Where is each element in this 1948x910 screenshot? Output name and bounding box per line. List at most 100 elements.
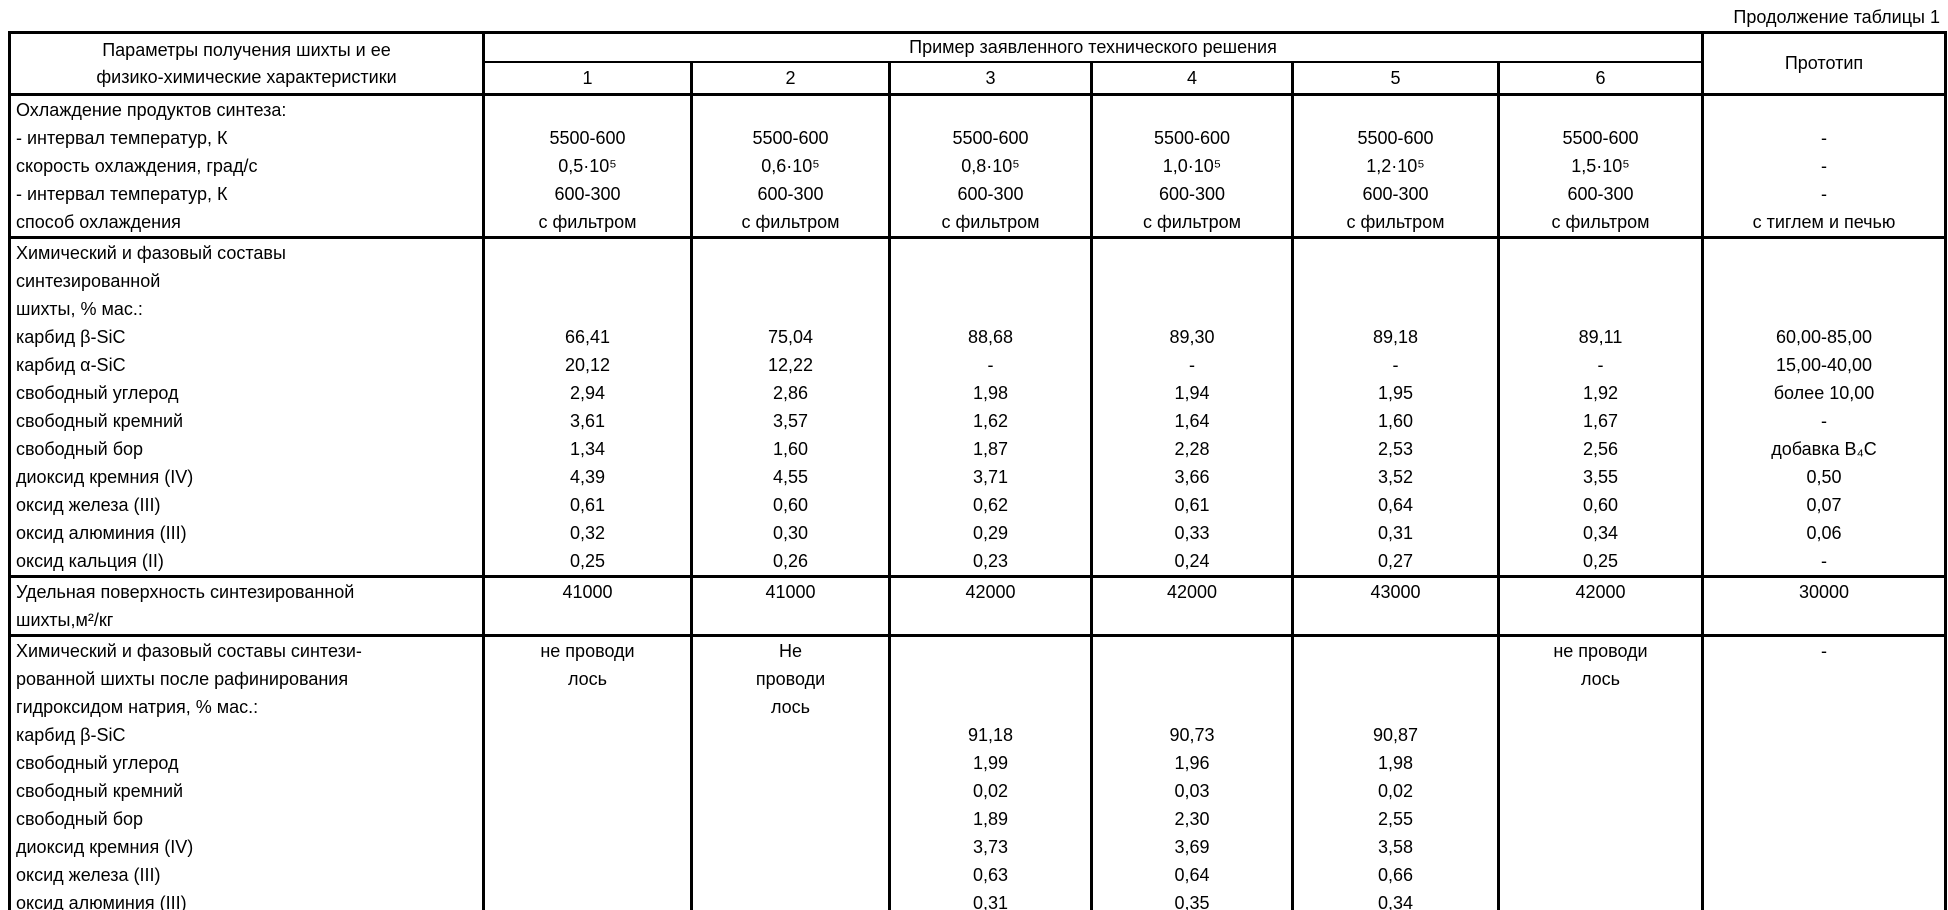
table-row: - интервал температур, К 600-300 600-300 60…: [8, 180, 1947, 208]
row-label-cell: свободный кремний: [8, 777, 485, 805]
prototype-value-cell: [1701, 861, 1947, 889]
example-value-cell: лось: [482, 665, 693, 693]
example-value-cell: [482, 833, 693, 861]
example-value-cell: 4,39: [482, 463, 693, 491]
example-value-cell: -: [1090, 351, 1294, 379]
example-value-cell: [1497, 749, 1704, 777]
table-row: гидроксидом натрия, % мас.: лось: [8, 693, 1947, 721]
prototype-value-cell: [1701, 805, 1947, 833]
example-value-cell: 1,96: [1090, 749, 1294, 777]
example-value-cell: [1291, 295, 1500, 323]
example-value-cell: [888, 237, 1093, 267]
example-value-cell: [888, 606, 1093, 636]
row-label-cell: оксид кальция (II): [8, 547, 485, 577]
prototype-value-cell: 30000: [1701, 576, 1947, 606]
example-value-cell: 2,94: [482, 379, 693, 407]
example-value-cell: 0,29: [888, 519, 1093, 547]
example-value-cell: 42000: [888, 576, 1093, 606]
prototype-value-cell: [1701, 94, 1947, 124]
example-value-cell: [1497, 889, 1704, 910]
example-value-cell: [1090, 665, 1294, 693]
example-value-cell: 1,89: [888, 805, 1093, 833]
row-label-cell: - интервал температур, К: [8, 124, 485, 152]
example-value-cell: [690, 777, 891, 805]
example-value-cell: с фильтром: [1090, 208, 1294, 238]
row-label-cell: шихты,м²/кг: [8, 606, 485, 636]
row-label-cell: карбид β-SiC: [8, 323, 485, 351]
example-value-cell: [690, 606, 891, 636]
example-value-cell: 0,26: [690, 547, 891, 577]
example-value-cell: 0,60: [690, 491, 891, 519]
example-value-cell: 0,02: [888, 777, 1093, 805]
example-value-cell: 2,56: [1497, 435, 1704, 463]
example-number-row: 1 2 3 4 5 6: [10, 62, 1946, 95]
example-value-cell: [482, 777, 693, 805]
prototype-value-cell: [1701, 721, 1947, 749]
example-value-cell: 91,18: [888, 721, 1093, 749]
example-value-cell: [1497, 861, 1704, 889]
example-value-cell: 3,61: [482, 407, 693, 435]
example-value-cell: -: [888, 351, 1093, 379]
table-row: оксид железа (III) 0,61 0,60 0,62 0,61 0,64 0,…: [8, 491, 1947, 519]
table-row: Удельная поверхность синтезированной 4100…: [8, 576, 1947, 606]
example-column-header-1: 1: [482, 62, 693, 95]
example-value-cell: 4,55: [690, 463, 891, 491]
example-value-cell: 1,94: [1090, 379, 1294, 407]
prototype-value-cell: [1701, 237, 1947, 267]
example-value-cell: [690, 267, 891, 295]
example-value-cell: [690, 889, 891, 910]
example-column-header-3: 3: [888, 62, 1093, 95]
prototype-value-cell: 60,00-85,00: [1701, 323, 1947, 351]
example-value-cell: 3,66: [1090, 463, 1294, 491]
example-value-cell: 66,41: [482, 323, 693, 351]
prototype-value-cell: -: [1701, 635, 1947, 665]
table-row: Химический и фазовый составы: [8, 237, 1947, 267]
example-value-cell: 3,55: [1497, 463, 1704, 491]
prototype-value-cell: 0,07: [1701, 491, 1947, 519]
example-column-header-4: 4: [1090, 62, 1294, 95]
example-value-cell: не проводи: [1497, 635, 1704, 665]
example-value-cell: 1,5·10⁵: [1497, 152, 1704, 180]
example-value-cell: 90,73: [1090, 721, 1294, 749]
example-value-cell: 0,61: [1090, 491, 1294, 519]
example-value-cell: 42000: [1090, 576, 1294, 606]
example-value-cell: 75,04: [690, 323, 891, 351]
table-row: свободный углерод 2,94 2,86 1,98 1,94 1,95 1,9…: [8, 379, 1947, 407]
example-value-cell: 0,66: [1291, 861, 1500, 889]
example-value-cell: [1090, 635, 1294, 665]
example-value-cell: 3,69: [1090, 833, 1294, 861]
example-value-cell: [888, 267, 1093, 295]
row-label-cell: свободный бор: [8, 805, 485, 833]
example-value-cell: [1497, 237, 1704, 267]
example-value-cell: 89,30: [1090, 323, 1294, 351]
row-label-cell: свободный бор: [8, 435, 485, 463]
example-value-cell: 0,34: [1497, 519, 1704, 547]
example-column-header-2: 2: [690, 62, 891, 95]
example-value-cell: 0,34: [1291, 889, 1500, 910]
example-value-cell: -: [1291, 351, 1500, 379]
row-label-cell: Охлаждение продуктов синтеза:: [8, 94, 485, 124]
example-value-cell: 3,57: [690, 407, 891, 435]
row-label-cell: рованной шихты после рафинирования: [8, 665, 485, 693]
table-row: диоксид кремния (IV) 3,73 3,69 3,58: [8, 833, 1947, 861]
example-value-cell: 0,25: [1497, 547, 1704, 577]
example-column-header-5: 5: [1291, 62, 1500, 95]
example-value-cell: [888, 94, 1093, 124]
example-value-cell: 88,68: [888, 323, 1093, 351]
example-value-cell: [690, 833, 891, 861]
example-value-cell: 0,6·10⁵: [690, 152, 891, 180]
example-value-cell: [1291, 635, 1500, 665]
example-value-cell: 1,99: [888, 749, 1093, 777]
prototype-value-cell: 0,06: [1701, 519, 1947, 547]
example-value-cell: [482, 295, 693, 323]
row-label-cell: Химический и фазовый составы синтези-: [8, 635, 485, 665]
example-value-cell: 0,23: [888, 547, 1093, 577]
example-value-cell: 600-300: [1497, 180, 1704, 208]
prototype-value-cell: [1701, 267, 1947, 295]
example-value-cell: 1,95: [1291, 379, 1500, 407]
example-value-cell: 2,30: [1090, 805, 1294, 833]
example-value-cell: 5500-600: [690, 124, 891, 152]
example-value-cell: 90,87: [1291, 721, 1500, 749]
example-value-cell: [690, 805, 891, 833]
example-value-cell: 12,22: [690, 351, 891, 379]
